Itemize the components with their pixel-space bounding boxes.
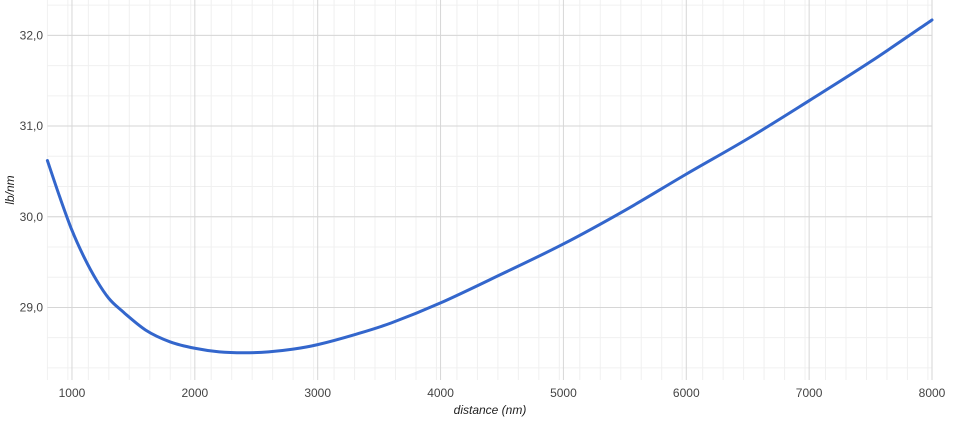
x-tick-label: 3000 (304, 386, 331, 400)
x-tick-label: 6000 (673, 386, 700, 400)
x-axis-ticks: 1000 2000 3000 4000 5000 6000 7000 8000 (59, 386, 946, 400)
x-tick-label: 1000 (59, 386, 86, 400)
x-tick-label: 8000 (919, 386, 946, 400)
x-tick-label: 4000 (427, 386, 454, 400)
series-line (45, 18, 934, 355)
x-tick-label: 2000 (181, 386, 208, 400)
y-tick-label: 29,0 (20, 300, 44, 314)
y-tick-label: 31,0 (20, 119, 44, 133)
y-axis-label: lb/nm (3, 175, 17, 204)
x-tick-label: 7000 (796, 386, 823, 400)
minor-gridlines (46, 0, 932, 380)
y-axis-ticks: 29,0 30,0 31,0 32,0 (20, 28, 44, 314)
y-tick-label: 32,0 (20, 28, 44, 42)
y-tick-label: 30,0 (20, 210, 44, 224)
major-gridlines (47, 0, 933, 380)
x-axis-label: distance (nm) (454, 403, 527, 417)
x-tick-label: 5000 (550, 386, 577, 400)
